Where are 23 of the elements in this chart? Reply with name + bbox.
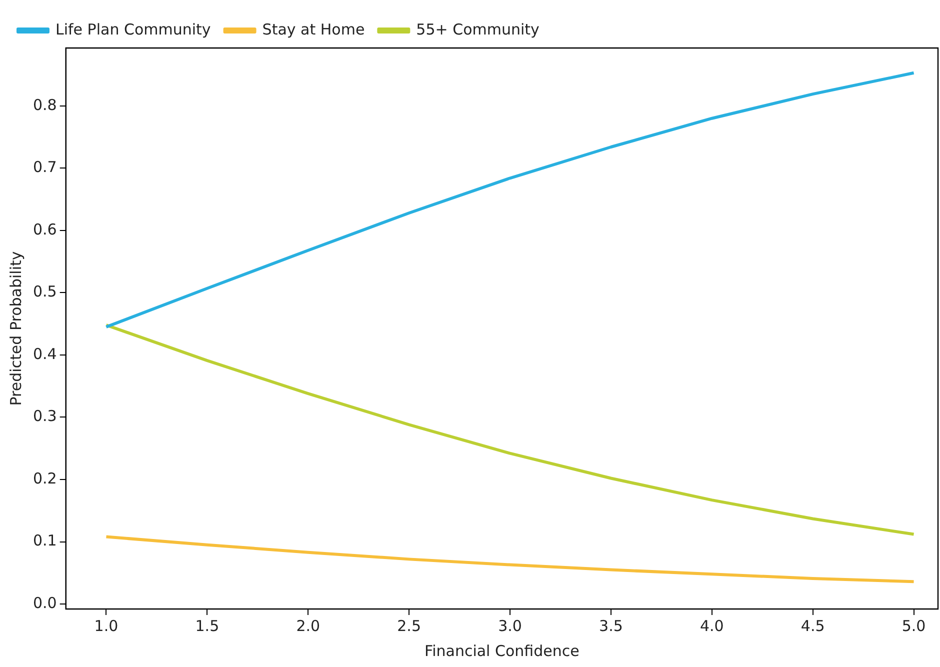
y-tick-label: 0.4 xyxy=(32,344,57,363)
y-tick-label: 0.6 xyxy=(32,220,57,238)
y-tick-label: 0.1 xyxy=(32,532,57,550)
y-tick-label: 0.0 xyxy=(32,594,57,612)
legend-label: 55+ Community xyxy=(416,20,540,38)
x-tick-label: 3.5 xyxy=(599,616,623,635)
y-tick-label: 0.8 xyxy=(32,96,57,114)
x-tick-label: 1.0 xyxy=(94,616,118,635)
x-tick-label: 4.0 xyxy=(700,616,724,635)
y-tick-label: 0.7 xyxy=(32,158,57,176)
x-tick-label: 2.0 xyxy=(296,616,320,635)
x-tick-label: 4.5 xyxy=(800,616,825,635)
x-tick-label: 1.5 xyxy=(195,616,220,635)
x-axis-title: Financial Confidence xyxy=(424,642,580,660)
legend-label: Life Plan Community xyxy=(56,20,211,38)
x-tick-label: 5.0 xyxy=(902,616,926,635)
x-tick-label: 3.0 xyxy=(498,616,522,635)
x-tick-label: 2.5 xyxy=(397,616,421,635)
y-tick-label: 0.5 xyxy=(32,282,57,301)
y-axis-title: Predicted Probability xyxy=(6,251,25,406)
legend-label: Stay at Home xyxy=(262,20,365,38)
y-tick-label: 0.3 xyxy=(32,407,57,426)
y-tick-label: 0.2 xyxy=(32,469,57,488)
